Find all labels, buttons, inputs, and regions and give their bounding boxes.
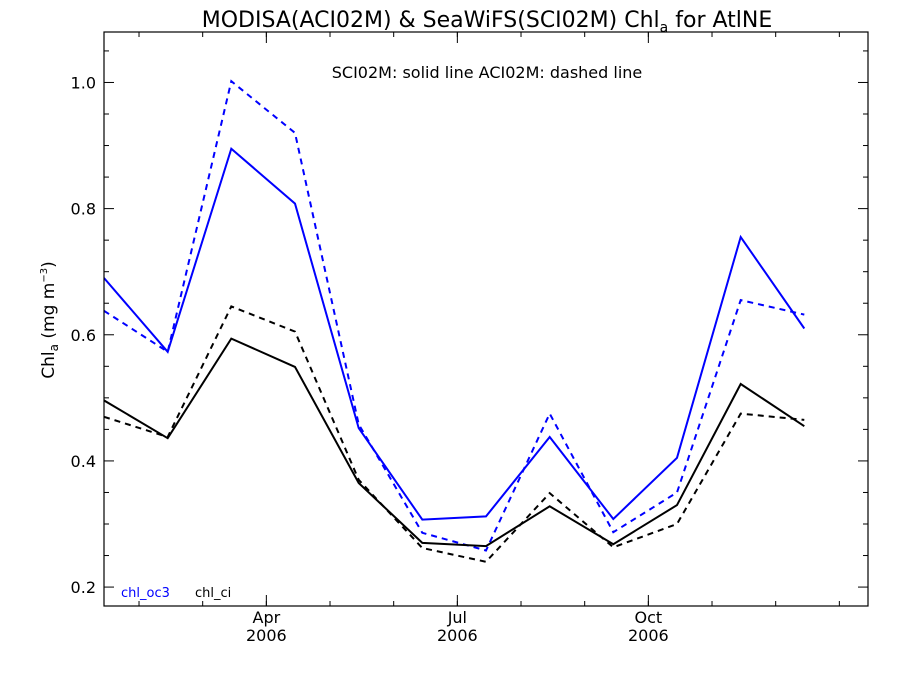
x-tick-label-month: Oct: [635, 608, 663, 627]
x-tick-label-month: Jul: [447, 608, 467, 627]
series-chl-oc3-sci02m-line: [104, 146, 806, 521]
y-tick-label: 0.4: [71, 452, 96, 471]
line-style-annotation: SCI02M: solid line ACI02M: dashed line: [332, 63, 643, 82]
x-tick-label-year: 2006: [437, 626, 478, 645]
legend-label-chl-oc3: chl_oc3: [121, 586, 170, 601]
y-axis-label-superscript: −3: [39, 268, 50, 283]
chart-title: MODISA(ACI02M) & SeaWiFS(SCI02M) Chla fo…: [202, 8, 773, 36]
y-axis-label-main: Chl: [39, 351, 59, 378]
y-tick-label: 1.0: [71, 73, 96, 92]
legend-label-chl-ci: chl_ci: [195, 586, 231, 601]
y-axis-label: Chla (mg m−3): [39, 261, 61, 378]
series-chl-ci-aci02m-line: [104, 305, 805, 563]
chart-title-subscript: a: [660, 20, 669, 36]
y-axis-label-unit: (mg m: [39, 283, 59, 344]
series-chl-ci-sci02m-line: [104, 337, 805, 548]
x-tick-label-month: Apr: [253, 608, 281, 627]
y-axis-label-close: ): [39, 261, 59, 268]
plot-frame: [103, 31, 869, 607]
y-tick-label: 0.2: [71, 578, 96, 597]
y-tick-label: 0.6: [71, 326, 96, 345]
series-lines: [104, 79, 806, 563]
series-chl-oc3-aci02m-line: [104, 79, 805, 552]
chart-title-suffix: for AtlNE: [668, 8, 772, 33]
x-tick-label-year: 2006: [246, 626, 287, 645]
y-tick-label: 0.8: [71, 200, 96, 219]
y-axis-label-subscript: a: [47, 344, 61, 351]
x-tick-label-year: 2006: [628, 626, 669, 645]
chart-title-main: MODISA(ACI02M) & SeaWiFS(SCI02M) Chl: [202, 8, 660, 33]
